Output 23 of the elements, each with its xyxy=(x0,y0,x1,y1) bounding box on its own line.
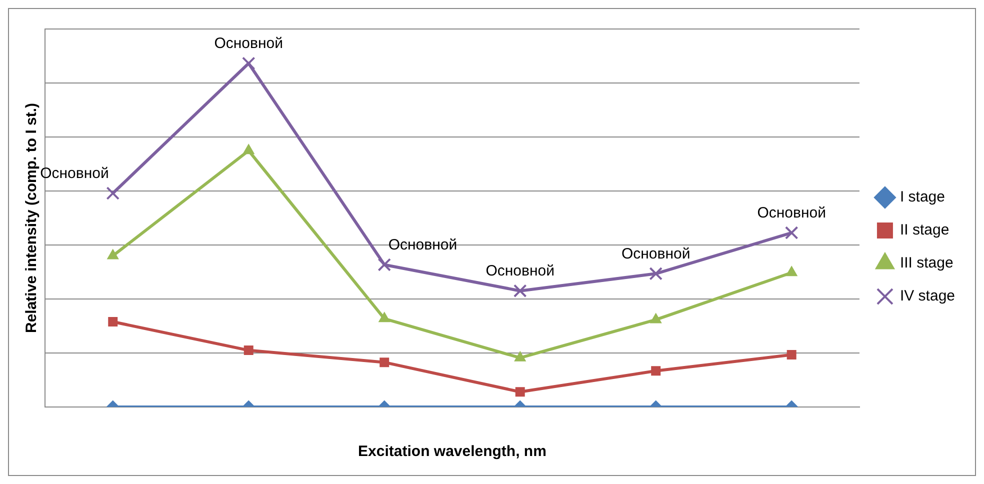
point xyxy=(513,284,527,298)
text: Основной xyxy=(214,35,284,52)
point xyxy=(784,226,798,240)
point xyxy=(786,266,798,276)
annotation: Основной xyxy=(621,245,690,262)
legend-label: I stage xyxy=(900,188,945,206)
annotation: Основной xyxy=(40,164,109,182)
point xyxy=(107,249,119,260)
point xyxy=(649,267,663,280)
point xyxy=(378,258,392,272)
annotation: Основной xyxy=(757,204,826,222)
point xyxy=(514,351,526,362)
legend-label: IV stage xyxy=(900,288,956,305)
annotation: Основной xyxy=(486,262,554,280)
point xyxy=(242,56,256,70)
point xyxy=(650,313,662,324)
point xyxy=(106,186,120,200)
legend-label: II stage xyxy=(900,222,950,239)
legend-label: III stage xyxy=(900,254,954,272)
x-axis-title: Excitation wavelength, nm xyxy=(358,443,546,460)
annotation: Основной xyxy=(388,236,458,254)
y-axis-title: Relative intensity (comp. to I st.) xyxy=(23,102,40,334)
point xyxy=(378,312,390,322)
